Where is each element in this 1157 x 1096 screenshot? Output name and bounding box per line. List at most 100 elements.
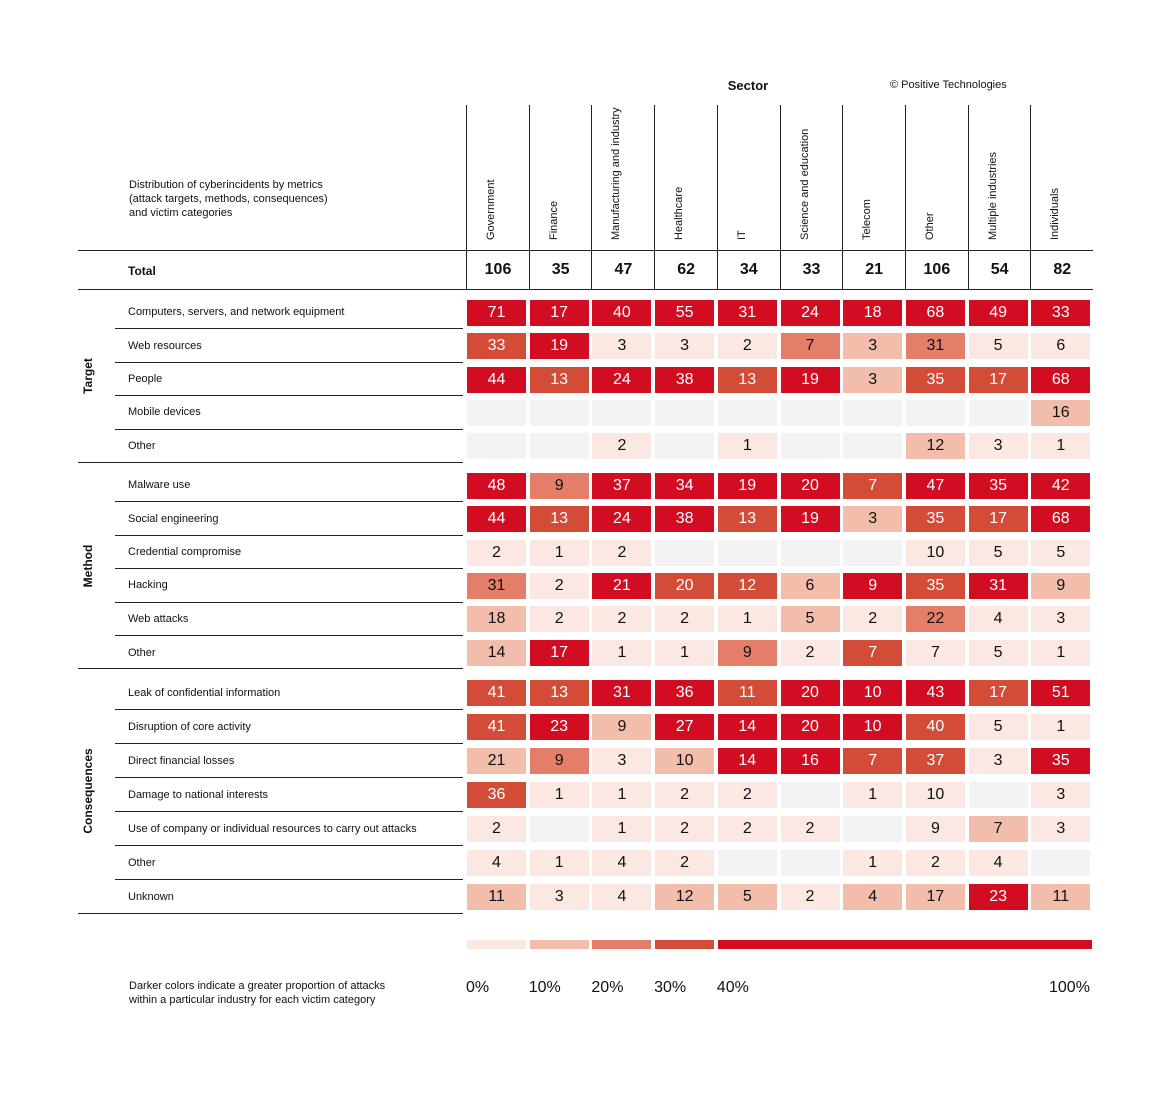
row-label: Web attacks bbox=[128, 612, 189, 625]
column-header: Manufacturing and industry bbox=[591, 105, 654, 250]
heatmap-cell: 1 bbox=[843, 782, 903, 808]
column-header: Multiple industries bbox=[967, 105, 1031, 250]
heatmap-cell: 9 bbox=[592, 714, 652, 740]
heatmap-cell: 20 bbox=[780, 472, 840, 499]
heatmap-cell: 10 bbox=[905, 782, 965, 808]
heatmap-cell: 12 bbox=[717, 572, 777, 599]
heatmap-cell: 5 bbox=[1031, 539, 1091, 566]
column-label: Other bbox=[923, 212, 936, 240]
heatmap-cell: 2 bbox=[592, 606, 652, 633]
row-label-cell: Leak of confidential information bbox=[115, 676, 463, 710]
legend-swatch bbox=[592, 940, 652, 949]
heatmap-cell: 3 bbox=[529, 884, 589, 910]
heatmap-cell: 37 bbox=[905, 748, 965, 774]
heatmap-cell: 7 bbox=[780, 333, 840, 360]
heatmap-cell: 10 bbox=[843, 680, 903, 706]
row-label: Use of company or individual resources t… bbox=[128, 822, 417, 835]
column-header: Finance bbox=[528, 105, 592, 250]
heatmap-cell: 20 bbox=[655, 572, 715, 599]
heatmap-cell: 9 bbox=[529, 748, 589, 774]
row-label-cell: Computers, servers, and network equipmen… bbox=[115, 296, 463, 330]
heatmap-cell: 24 bbox=[592, 366, 652, 393]
heatmap-cell: 17 bbox=[968, 680, 1028, 706]
total-value: 106 bbox=[904, 251, 968, 289]
heatmap-cell: 4 bbox=[843, 884, 903, 910]
legend-tick: 100% bbox=[1049, 979, 1090, 996]
heatmap-cell bbox=[467, 433, 526, 460]
row-label: Other bbox=[128, 856, 156, 869]
legend-swatch bbox=[467, 940, 526, 949]
heatmap-cell bbox=[655, 433, 715, 460]
heatmap-cell bbox=[905, 399, 965, 426]
heatmap-cell: 31 bbox=[968, 572, 1028, 599]
row-label-cell: Use of company or individual resources t… bbox=[115, 812, 463, 846]
group-label: Method bbox=[81, 544, 95, 588]
heatmap-cell: 3 bbox=[843, 366, 903, 393]
heatmap-cell: 34 bbox=[655, 472, 715, 499]
group-method: Method Malware use Social engineering Crede… bbox=[78, 463, 463, 670]
total-value: 21 bbox=[842, 251, 905, 289]
heatmap-cell: 4 bbox=[592, 884, 652, 910]
heatmap-cell: 41 bbox=[467, 714, 526, 740]
heatmap-cell: 13 bbox=[529, 366, 589, 393]
heatmap-cell: 2 bbox=[843, 606, 903, 633]
heatmap-cell: 40 bbox=[592, 299, 652, 326]
column-header: Science and education bbox=[779, 105, 843, 250]
heatmap-cell: 1 bbox=[592, 782, 652, 808]
heatmap-cell: 42 bbox=[1031, 472, 1091, 499]
row-label-cell: Social engineering bbox=[115, 502, 463, 536]
heatmap-cell: 68 bbox=[1031, 506, 1091, 533]
heatmap-cell: 19 bbox=[717, 472, 777, 499]
legend-swatch bbox=[529, 940, 589, 949]
heatmap-cell bbox=[843, 433, 903, 460]
heatmap-cell: 17 bbox=[968, 366, 1028, 393]
row-label-cell: Web attacks bbox=[115, 603, 463, 636]
column-label: Government bbox=[485, 179, 497, 240]
heatmap-cell: 43 bbox=[905, 680, 965, 706]
row-label: Disruption of core activity bbox=[128, 720, 251, 733]
heatmap-cell: 9 bbox=[843, 572, 903, 599]
heatmap-cell: 14 bbox=[717, 714, 777, 740]
copyright: © Positive Technologies bbox=[890, 79, 1007, 91]
heatmap-cell: 4 bbox=[968, 850, 1028, 876]
row-label: Credential compromise bbox=[128, 545, 242, 558]
legend-description-line: within a particular industry for each vi… bbox=[129, 994, 376, 1006]
heatmap-cell: 21 bbox=[467, 748, 526, 774]
heatmap-cell: 1 bbox=[592, 816, 652, 842]
heatmap-cell bbox=[843, 399, 903, 426]
heatmap-cell: 5 bbox=[780, 606, 840, 633]
group-target: Target Computers, servers, and network eq… bbox=[78, 290, 463, 463]
heatmap-cell: 7 bbox=[843, 472, 903, 499]
row-label-cell: Web resources bbox=[115, 329, 463, 363]
heatmap-cell: 37 bbox=[592, 472, 652, 499]
heatmap-cell: 10 bbox=[905, 539, 965, 566]
legend-tick: 30% bbox=[654, 979, 687, 996]
heatmap-cell: 1 bbox=[529, 782, 589, 808]
description-line: and victim categories bbox=[129, 207, 233, 219]
total-value: 62 bbox=[654, 251, 717, 289]
heatmap-cell: 2 bbox=[467, 816, 526, 842]
heatmap-cell: 2 bbox=[780, 884, 840, 910]
heatmap-cell: 16 bbox=[1031, 399, 1091, 426]
column-label: Manufacturing and industry bbox=[610, 107, 623, 240]
heatmap-cell: 35 bbox=[1031, 748, 1091, 774]
column-label: Telecom bbox=[861, 199, 874, 240]
heatmap-cell bbox=[780, 399, 840, 426]
description-line: (attack targets, methods, consequences) bbox=[129, 193, 328, 205]
row-label-cell: Disruption of core activity bbox=[115, 710, 463, 744]
heatmap-cell: 49 bbox=[968, 299, 1028, 326]
heatmap-cell: 17 bbox=[529, 639, 589, 666]
heatmap-cell: 24 bbox=[780, 299, 840, 326]
row-label: Mobile devices bbox=[128, 406, 201, 419]
heatmap-cell: 19 bbox=[780, 366, 840, 393]
heatmap-cell bbox=[717, 539, 777, 566]
heatmap-cell bbox=[843, 816, 903, 842]
heatmap-cell: 2 bbox=[529, 572, 589, 599]
row-label: Other bbox=[128, 440, 156, 453]
heatmap-cell: 6 bbox=[1031, 333, 1091, 360]
heatmap-cell: 10 bbox=[843, 714, 903, 740]
heatmap-cell: 1 bbox=[655, 639, 715, 666]
heatmap-cell: 35 bbox=[905, 572, 965, 599]
heatmap-cell: 4 bbox=[467, 850, 526, 876]
heatmap-cell: 31 bbox=[592, 680, 652, 706]
